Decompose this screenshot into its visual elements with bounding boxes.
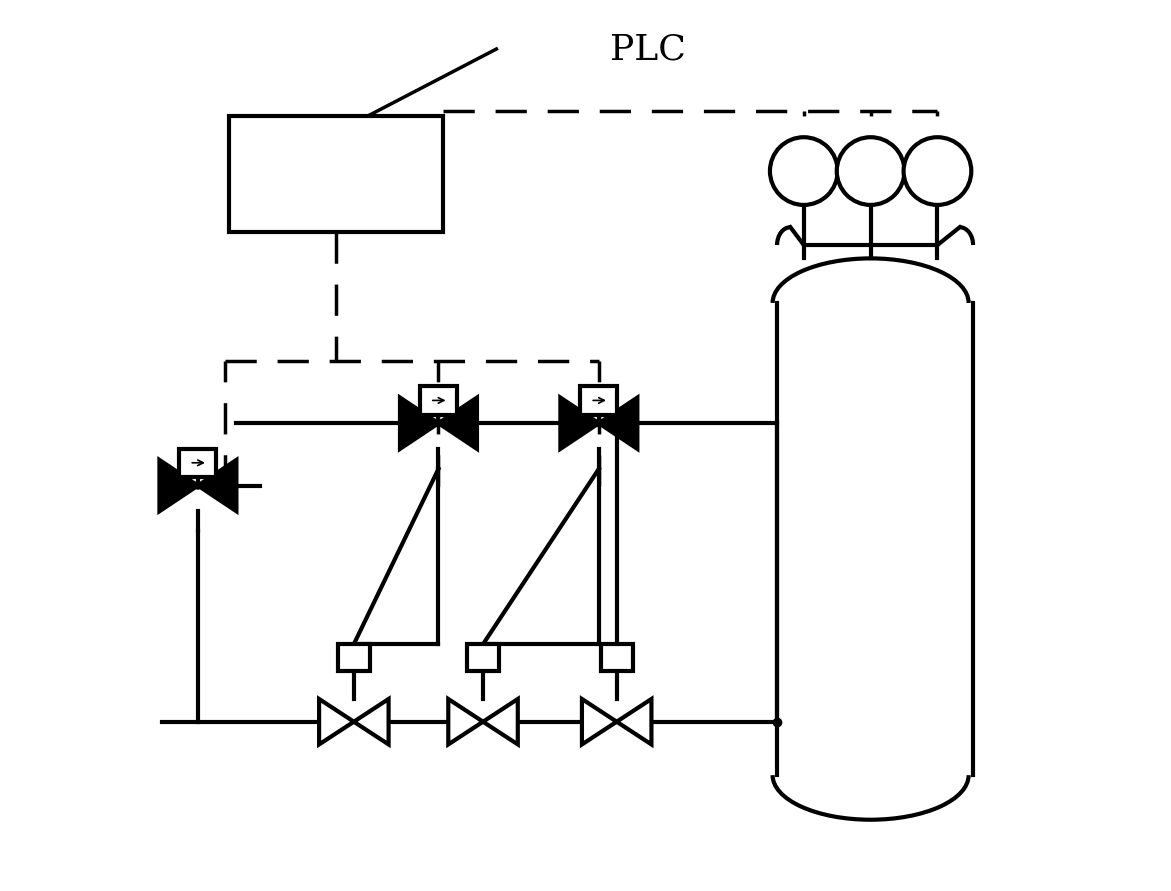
Polygon shape: [598, 397, 637, 449]
Polygon shape: [448, 699, 482, 745]
Bar: [601, 644, 632, 671]
Circle shape: [771, 137, 837, 205]
Polygon shape: [617, 699, 651, 745]
Bar: [581, 386, 617, 414]
Polygon shape: [159, 460, 198, 511]
Polygon shape: [400, 397, 438, 449]
Bar: [467, 644, 499, 671]
Bar: [230, 116, 443, 232]
Polygon shape: [438, 397, 477, 449]
Polygon shape: [561, 397, 598, 449]
Polygon shape: [582, 699, 617, 745]
Polygon shape: [354, 699, 389, 745]
Bar: [179, 448, 217, 477]
Polygon shape: [198, 460, 237, 511]
Circle shape: [194, 482, 201, 489]
Polygon shape: [482, 699, 518, 745]
Circle shape: [837, 137, 904, 205]
Bar: [420, 386, 457, 414]
Text: PLC: PLC: [610, 32, 686, 66]
Bar: [337, 644, 370, 671]
Circle shape: [595, 420, 602, 427]
Circle shape: [436, 420, 441, 427]
Circle shape: [904, 137, 971, 205]
Polygon shape: [319, 699, 354, 745]
